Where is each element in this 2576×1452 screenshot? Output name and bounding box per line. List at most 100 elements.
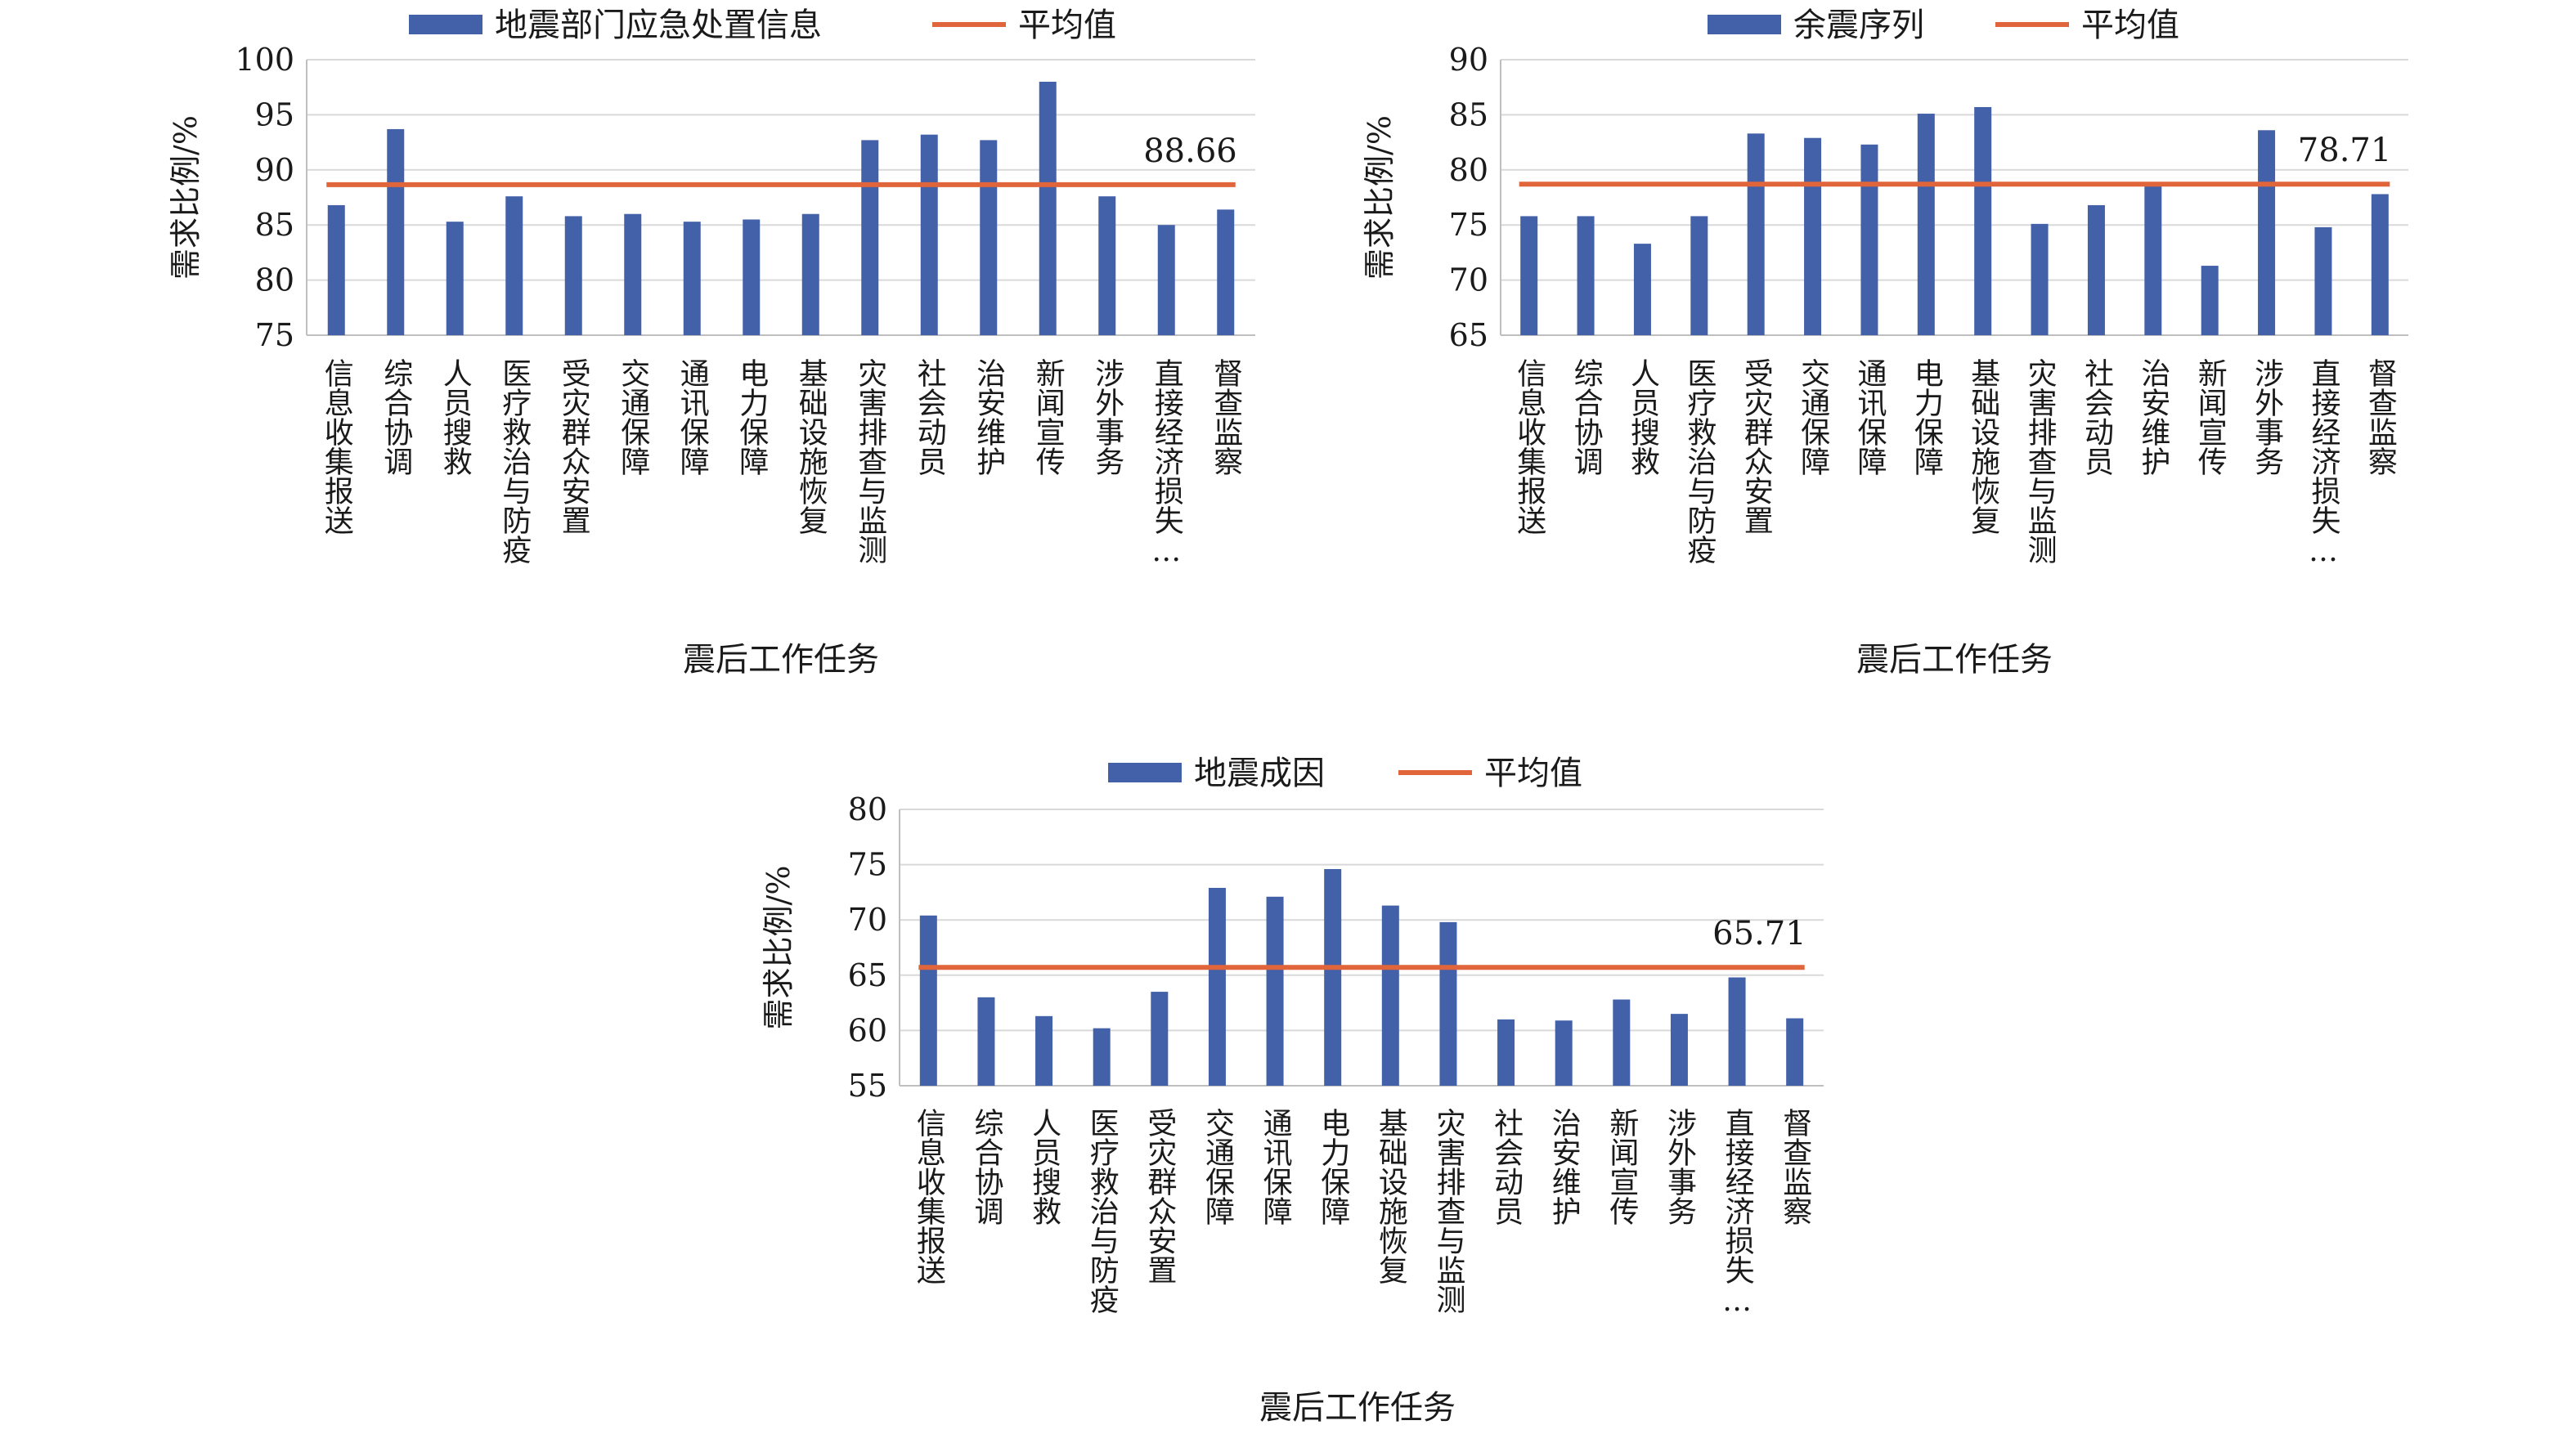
bar [2087, 204, 2105, 335]
bar [505, 196, 523, 335]
x-tick-label: 涉外事务 [1663, 1108, 1696, 1226]
bar [1613, 999, 1631, 1086]
legend-label-series: 地震部门应急处置信息 [495, 7, 822, 44]
bar [1974, 106, 1992, 336]
average-value-label: 78.71 [2298, 132, 2392, 169]
bar [1157, 225, 1175, 335]
y-axis-title: 需求比例/% [761, 866, 797, 1030]
y-tick-label: 80 [1449, 152, 1488, 188]
bar [920, 134, 938, 335]
x-tick-label: 治安维护 [972, 358, 1005, 476]
x-tick-label: 医疗救治与防疫 [1085, 1108, 1119, 1314]
bar [1670, 1014, 1688, 1086]
bar [1577, 216, 1595, 335]
x-tick-label: 直接经济损失… [2306, 358, 2340, 568]
x-tick-label: 基础设施恢复 [794, 358, 828, 535]
x-tick-label: 督查监察 [2363, 358, 2397, 476]
bar [1520, 216, 1538, 335]
x-tick-label: 社会动员 [1489, 1108, 1524, 1226]
bar [1497, 1019, 1515, 1086]
bar [2201, 266, 2219, 335]
y-tick-label: 80 [848, 791, 887, 827]
x-tick-label: 人员搜救 [1027, 1108, 1061, 1226]
x-axis-title: 震后工作任务 [1856, 641, 2053, 679]
bar [919, 915, 937, 1086]
bar [2314, 226, 2332, 335]
x-tick-label: 新闻宣传 [1604, 1108, 1639, 1226]
x-tick-label: 受灾群众安置 [1142, 1108, 1176, 1284]
bar [1093, 1028, 1111, 1086]
legend-label-average: 平均值 [2081, 7, 2179, 44]
y-tick-label: 70 [848, 902, 887, 938]
x-tick-label: 综合协调 [969, 1108, 1003, 1226]
y-tick-label: 90 [1449, 42, 1488, 78]
legend-label-series: 余震序列 [1793, 7, 1924, 44]
bar [1381, 905, 1399, 1086]
legend-label-average: 平均值 [1484, 755, 1582, 792]
x-tick-label: 交通保障 [1200, 1108, 1235, 1226]
x-tick-label: 通讯保障 [1259, 1108, 1293, 1226]
bar [1555, 1020, 1573, 1086]
x-tick-label: 治安维护 [2136, 358, 2170, 476]
bar [743, 219, 761, 335]
bar [1039, 81, 1057, 336]
bar [1786, 1018, 1804, 1086]
y-tick-label: 95 [255, 96, 294, 132]
bar [1633, 244, 1651, 335]
x-tick-label: 受灾群众安置 [557, 358, 590, 535]
y-tick-label: 80 [255, 262, 294, 298]
bar [2371, 194, 2389, 335]
y-tick-label: 75 [1449, 207, 1488, 243]
bar [1747, 133, 1765, 335]
x-tick-label: 治安维护 [1547, 1108, 1581, 1226]
x-tick-label: 社会动员 [913, 358, 947, 476]
chart-earthquake-dept-info: 75 80 85 90 95 100 88.66 信息收集报送 综合协调 人员搜救 医疗救治与防疫受… [168, 7, 1255, 679]
x-tick-label: 电力保障 [1316, 1108, 1350, 1226]
y-tick-label: 85 [1449, 96, 1488, 132]
x-tick-label: 人员搜救 [438, 358, 472, 476]
y-tick-label: 55 [848, 1068, 887, 1104]
bar [1217, 209, 1235, 335]
y-tick-label: 90 [255, 152, 294, 188]
x-tick-label: 新闻宣传 [2193, 358, 2228, 476]
bar [683, 222, 701, 335]
bar [977, 997, 995, 1086]
bar [1690, 216, 1708, 335]
x-tick-label: 交通保障 [1796, 358, 1830, 476]
x-tick-label: 基础设施恢复 [1374, 1108, 1407, 1284]
bar [1324, 869, 1342, 1086]
x-tick-label: 社会动员 [2080, 358, 2114, 476]
bar [1860, 144, 1878, 335]
x-tick-label: 直接经济损失… [1721, 1108, 1754, 1318]
x-tick-label: 基础设施恢复 [1966, 358, 1999, 535]
bar [1917, 114, 1935, 335]
legend-label-average: 平均值 [1018, 7, 1116, 44]
bar [1035, 1015, 1053, 1086]
bar [446, 222, 464, 335]
x-tick-label: 信息收集报送 [320, 358, 354, 535]
bar [387, 128, 405, 335]
chart-aftershock-sequence: 65 70 75 80 85 90 78.71 信息收集报送 综合协调 人员搜救 医疗救治与防疫 受灾… [1362, 7, 2408, 679]
x-tick-label: 医疗救治与防疫 [497, 358, 531, 564]
x-tick-label: 信息收集报送 [912, 1108, 946, 1284]
y-tick-label: 65 [1449, 317, 1488, 353]
bar [2144, 185, 2162, 335]
x-tick-label: 综合协调 [1569, 358, 1603, 476]
legend-swatch-bar [1708, 15, 1781, 34]
bar [801, 213, 819, 335]
average-value-label: 88.66 [1143, 132, 1237, 170]
legend-swatch-bar [409, 15, 482, 34]
bar [1151, 992, 1169, 1086]
x-tick-label: 人员搜救 [1626, 358, 1659, 476]
bar [1208, 887, 1226, 1086]
x-axis-title: 震后工作任务 [1259, 1389, 1456, 1427]
legend-swatch-bar [1108, 763, 1182, 782]
x-tick-label: 直接经济损失… [1150, 358, 1183, 568]
x-tick-label: 医疗救治与防疫 [1682, 358, 1716, 564]
bar [1266, 896, 1284, 1086]
x-tick-label: 电力保障 [734, 358, 769, 476]
y-tick-label: 70 [1449, 262, 1488, 298]
x-tick-label: 综合协调 [379, 358, 412, 476]
